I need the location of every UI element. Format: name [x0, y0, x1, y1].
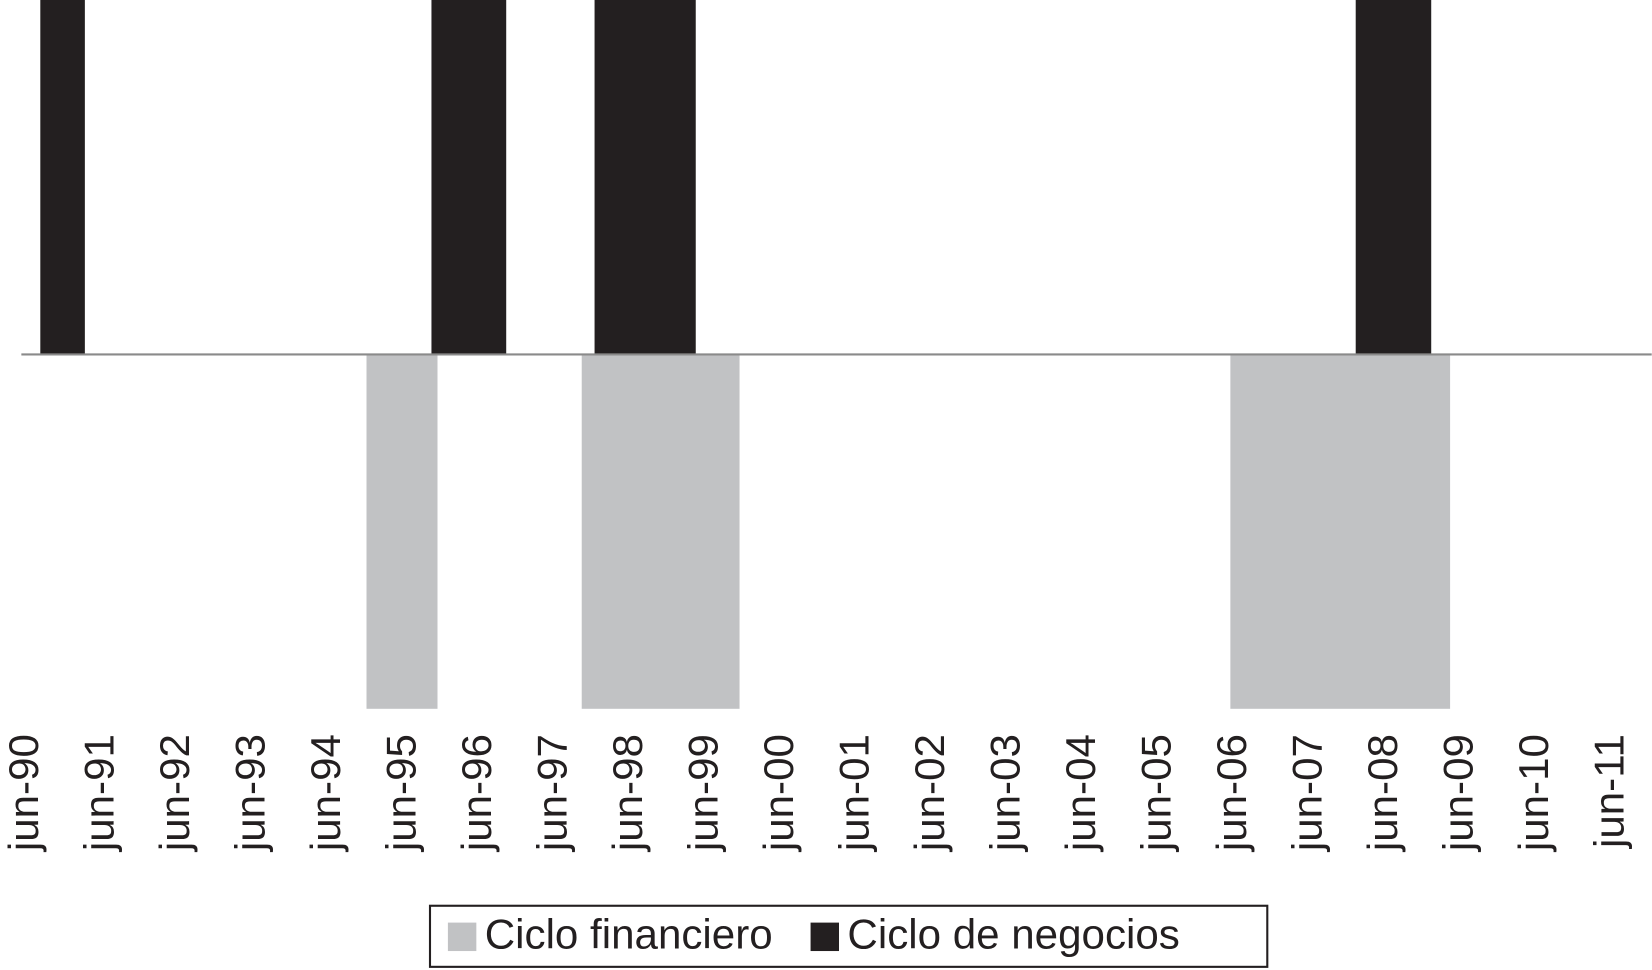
legend-swatch [810, 922, 840, 952]
x-tick-label: jun-05 [1133, 734, 1180, 853]
x-tick-label: jun-02 [906, 734, 953, 853]
x-tick-label: jun-09 [1435, 734, 1482, 853]
x-tick-label: jun-08 [1359, 734, 1406, 853]
span-bar [1355, 0, 1432, 355]
x-tick-label: jun-91 [75, 734, 122, 853]
x-tick-label: jun-93 [226, 734, 273, 853]
span-bar [581, 354, 740, 709]
x-tick-label: jun-00 [755, 734, 802, 853]
x-tick-label: jun-94 [302, 734, 349, 853]
x-tick-label: jun-95 [377, 734, 424, 853]
span-bar [594, 0, 696, 355]
span-bar [431, 0, 507, 355]
x-tick-label: jun-96 [453, 734, 500, 853]
legend-box [428, 904, 1269, 968]
x-tick-label: jun-10 [1510, 734, 1557, 853]
span-bar [40, 0, 85, 355]
x-tick-label: jun-01 [830, 734, 877, 853]
x-tick-label: jun-92 [151, 734, 198, 853]
x-tick-label: jun-04 [1057, 734, 1104, 853]
legend-swatch [447, 922, 477, 952]
x-tick-label: jun-90 [0, 734, 47, 853]
x-tick-label: jun-07 [1284, 734, 1331, 853]
x-tick-label: jun-97 [528, 734, 575, 853]
x-tick-label: jun-03 [981, 734, 1028, 853]
legend-label: Ciclo financiero [485, 910, 773, 957]
span-bar [1230, 354, 1451, 709]
x-tick-label: jun-99 [679, 734, 726, 853]
x-tick-label: jun-06 [1208, 734, 1255, 853]
x-tick-label: jun-11 [1586, 734, 1633, 850]
legend-label: Ciclo de negocios [847, 910, 1179, 957]
span-bar [366, 354, 438, 709]
x-tick-label: jun-98 [604, 734, 651, 853]
